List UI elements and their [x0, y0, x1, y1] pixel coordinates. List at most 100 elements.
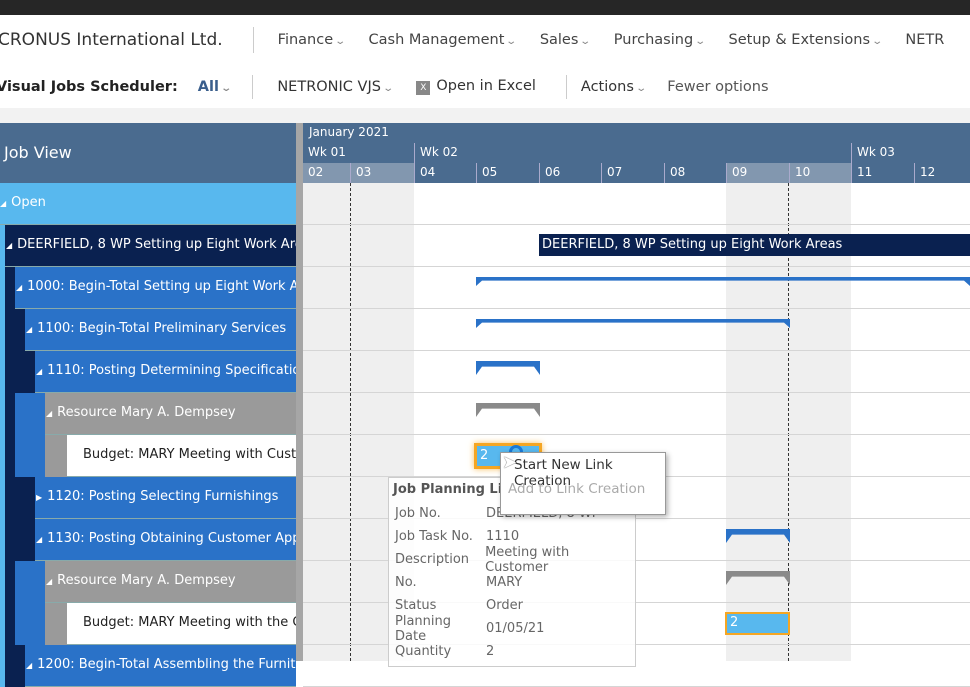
timeline-header: January 2021 Wk 01 Wk 02 Wk 03 02 03 04 05 0…	[303, 123, 970, 183]
day-label: 03	[350, 163, 414, 183]
divider	[252, 74, 254, 99]
row-label: DEERFIELD, 8 WP Setting up Eight Work Ar…	[17, 237, 296, 252]
row-label: Open	[11, 195, 46, 210]
row-label: 1130: Posting Obtaining Customer Approva…	[47, 531, 296, 546]
open-in-excel-button[interactable]: X Open in Excel	[416, 78, 536, 95]
menu-finance[interactable]: Finance⌄	[278, 32, 347, 48]
field-key: Description	[395, 552, 470, 567]
menu-sales[interactable]: Sales⌄	[539, 32, 592, 48]
tooltip-field: No. MARY	[389, 571, 635, 594]
tree-row[interactable]: ◢ Open	[0, 183, 296, 225]
job-bar[interactable]: DEERFIELD, 8 WP Setting up Eight Work Ar…	[539, 234, 970, 256]
day-label: 11	[851, 163, 914, 183]
row-label: 1120: Posting Selecting Furnishings	[47, 489, 279, 504]
day-label: 12	[914, 163, 970, 183]
budget-bar[interactable]: 2	[725, 612, 790, 635]
tree-row[interactable]: ◢ 1130: Posting Obtaining Customer Approv…	[0, 519, 296, 561]
tooltip-field: Planning Date 01/05/21	[389, 614, 635, 644]
tree-row[interactable]: ◢ DEERFIELD, 8 WP Setting up Eight Work A…	[0, 225, 296, 267]
collapse-icon[interactable]: ◢	[46, 409, 53, 418]
tree-row[interactable]: ◢ 1110: Posting Determining Specification…	[0, 351, 296, 393]
context-menu: Start New Link Creation Add to Link Crea…	[500, 452, 666, 515]
collapse-icon[interactable]: ◢	[46, 577, 53, 586]
menu-cash-management[interactable]: Cash Management⌄	[369, 32, 518, 48]
tree-row[interactable]: Budget: MARY Meeting with the Customer	[0, 603, 296, 645]
tree-row[interactable]: ◢ Resource Mary A. Dempsey	[0, 393, 296, 435]
menu-item-add-to-link[interactable]: Add to Link Creation	[508, 481, 646, 497]
row-label: 1100: Begin-Total Preliminary Services	[37, 321, 287, 336]
menu-purchasing[interactable]: Purchasing⌄	[613, 32, 706, 48]
button-label: Open in Excel	[436, 78, 536, 94]
menu-label: NETRONIC VJS	[277, 78, 381, 95]
gantt-chart[interactable]	[303, 183, 970, 661]
netronic-vjs-menu[interactable]: NETRONIC VJS⌄	[277, 78, 395, 95]
menu-setup[interactable]: Setup & Extensions⌄	[728, 32, 884, 48]
day-label: 07	[601, 163, 664, 183]
field-key: Job Task No.	[395, 529, 473, 544]
collapse-icon[interactable]: ◢	[26, 661, 33, 670]
row-label: Resource Mary A. Dempsey	[57, 405, 236, 420]
tooltip-field: Status Order	[389, 594, 635, 617]
grid-line	[303, 434, 970, 435]
field-key: No.	[395, 575, 417, 590]
field-key: Planning Date	[395, 613, 451, 644]
day-label: 08	[664, 163, 726, 183]
day-label: 10	[789, 163, 851, 183]
row-label: Budget: MARY Meeting with the Customer	[83, 615, 296, 630]
collapse-icon[interactable]: ◢	[36, 367, 43, 376]
tree-row[interactable]: ◢ 1000: Begin-Total Setting up Eight Work…	[0, 267, 296, 309]
month-label: January 2021	[309, 125, 389, 139]
tooltip-field: Job Task No. 1110	[389, 525, 635, 548]
grid-line	[303, 644, 970, 645]
company-name[interactable]: CRONUS International Ltd.	[0, 27, 254, 53]
row-label: 1000: Begin-Total Setting up Eight Work …	[27, 279, 296, 294]
field-key: Job No.	[395, 506, 441, 521]
grid-line	[303, 392, 970, 393]
filter-label: All	[197, 78, 219, 95]
grid-line	[303, 602, 970, 603]
menu-label: Actions	[580, 78, 634, 95]
menu-label: Purchasing	[613, 32, 694, 48]
actions-menu[interactable]: Actions⌄	[580, 78, 647, 95]
collapse-icon[interactable]: ◢	[0, 199, 7, 208]
week-label: Wk 03	[851, 143, 895, 163]
excel-icon: X	[416, 81, 431, 95]
collapse-icon[interactable]: ◢	[36, 535, 43, 544]
day-label: 05	[476, 163, 539, 183]
tree-row[interactable]: ◢ Resource Mary A. Dempsey	[0, 561, 296, 603]
menu-label: Setup & Extensions	[728, 32, 871, 48]
menu-item-start-new-link[interactable]: Start New Link Creation	[514, 457, 613, 489]
job-view-header: Job View	[0, 123, 296, 183]
page-caption: Visual Jobs Scheduler:	[0, 78, 178, 95]
filter-all[interactable]: All⌄	[197, 78, 232, 95]
action-bar: Visual Jobs Scheduler: All⌄ NETRONIC VJS…	[0, 65, 970, 108]
week-label: Wk 02	[414, 143, 458, 163]
chevron-down-icon: ⌄	[382, 82, 395, 94]
field-key: Quantity	[395, 644, 452, 659]
fewer-options-button[interactable]: Fewer options	[667, 78, 769, 95]
day-label: 06	[539, 163, 601, 183]
tooltip-title: Job Planning Line	[393, 482, 521, 497]
menu-label: Sales	[539, 32, 579, 48]
menu-netronic[interactable]: NETR	[905, 32, 945, 48]
collapse-icon[interactable]: ◢	[26, 325, 33, 334]
day-label: 02	[303, 163, 350, 183]
expand-icon[interactable]: ▶	[36, 493, 43, 502]
tree-row[interactable]: ◢ 1100: Begin-Total Preliminary Services	[0, 309, 296, 351]
collapse-icon[interactable]: ◢	[16, 283, 23, 292]
tooltip-field: Description Meeting with Customer	[389, 545, 635, 575]
field-key: Status	[395, 598, 437, 613]
grid-line	[303, 350, 970, 351]
tree-row[interactable]: Budget: MARY Meeting with Customer	[0, 435, 296, 477]
row-label: Resource Mary A. Dempsey	[57, 573, 236, 588]
chevron-down-icon: ⌄	[334, 36, 347, 47]
tree-row[interactable]: ▶ 1120: Posting Selecting Furnishings	[0, 477, 296, 519]
field-value: 01/05/21	[486, 621, 545, 636]
dashed-marker	[350, 183, 351, 661]
day-label: 04	[414, 163, 476, 183]
mouse-cursor-icon: ➤	[502, 452, 518, 473]
splitter[interactable]	[296, 123, 303, 661]
collapse-icon[interactable]: ◢	[6, 241, 13, 250]
field-value: Meeting with Customer	[485, 544, 570, 575]
tree-row[interactable]: ◢ 1200: Begin-Total Assembling the Furnit…	[0, 645, 296, 687]
